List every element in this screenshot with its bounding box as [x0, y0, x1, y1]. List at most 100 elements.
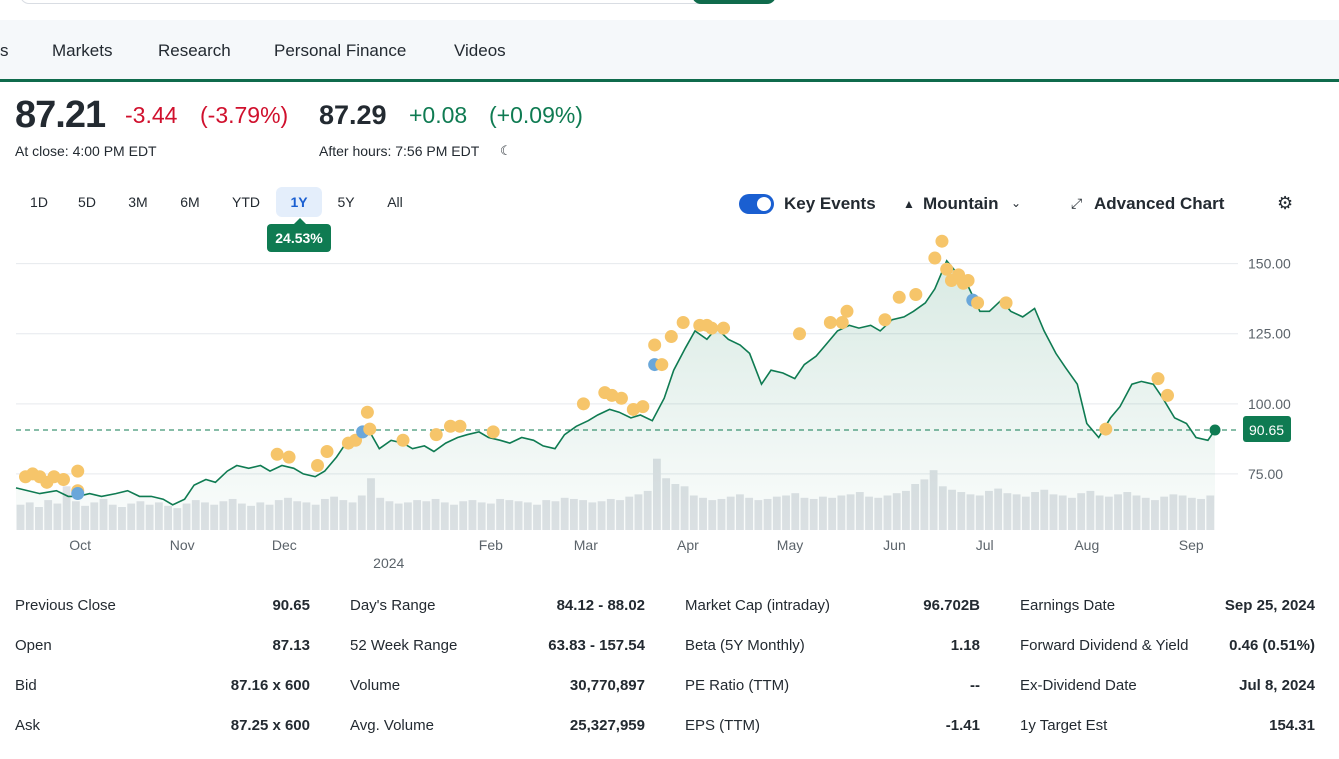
chart-type-dropdown[interactable]: Mountain — [923, 194, 999, 213]
stat-value: 87.16 x 600 — [230, 677, 310, 694]
stat-label: Day's Range — [350, 597, 436, 614]
earnings-event-marker[interactable] — [396, 433, 410, 447]
earnings-event-marker[interactable] — [360, 405, 374, 419]
top-strip — [0, 0, 1339, 20]
stat-value: 90.65 — [272, 597, 310, 614]
range-1y[interactable]: 1Y — [276, 187, 322, 217]
stat-pe-ratio: PE Ratio (TTM) -- — [685, 672, 980, 700]
earnings-event-marker[interactable] — [443, 419, 457, 433]
x-tick-label: Dec — [272, 537, 297, 553]
stat-label: Forward Dividend & Yield — [1020, 637, 1189, 654]
stat-value: Jul 8, 2024 — [1239, 677, 1315, 694]
earnings-event-marker[interactable] — [311, 459, 325, 473]
search-input[interactable] — [20, 0, 710, 4]
stat-days-range: Day's Range 84.12 - 88.02 — [350, 592, 645, 620]
after-hours-time-label: After hours: 7:56 PM EDT — [319, 143, 480, 159]
stat-52-week-range: 52 Week Range 63.83 - 157.54 — [350, 632, 645, 660]
range-6m[interactable]: 6M — [180, 194, 200, 210]
dividend-event-marker[interactable] — [71, 487, 85, 501]
earnings-event-marker[interactable] — [940, 262, 954, 276]
earnings-event-marker[interactable] — [56, 473, 70, 487]
range-all[interactable]: All — [387, 194, 403, 210]
earnings-event-marker[interactable] — [971, 296, 985, 310]
stat-ask: Ask 87.25 x 600 — [15, 712, 310, 740]
key-events[interactable] — [18, 234, 1175, 501]
nav-item-videos[interactable]: Videos — [454, 41, 506, 60]
price-chart[interactable]: 150.00 125.00 100.00 75.00 90.65 Oct Nov Dec F… — [0, 230, 1339, 580]
earnings-event-marker[interactable] — [1151, 372, 1165, 386]
badge-pointer — [294, 218, 306, 224]
earnings-event-marker[interactable] — [655, 358, 669, 372]
earnings-event-marker[interactable] — [928, 251, 942, 265]
earnings-event-marker[interactable] — [282, 450, 296, 464]
y-tick-label: 75.00 — [1248, 466, 1283, 482]
earnings-event-marker[interactable] — [840, 304, 854, 318]
x-tick-label: Feb — [479, 537, 503, 553]
stat-market-cap: Market Cap (intraday) 96.702B — [685, 592, 980, 620]
price-change-percent: (-3.79%) — [200, 102, 289, 128]
earnings-event-marker[interactable] — [1161, 388, 1175, 402]
range-1d[interactable]: 1D — [30, 194, 48, 210]
earnings-event-marker[interactable] — [878, 313, 892, 327]
stat-value: 87.13 — [272, 637, 310, 654]
earnings-event-marker[interactable] — [961, 273, 975, 287]
price-area — [16, 260, 1215, 530]
earnings-event-marker[interactable] — [909, 287, 923, 301]
nav-item-news[interactable]: s — [0, 41, 9, 60]
earnings-event-marker[interactable] — [717, 321, 731, 335]
earnings-event-marker[interactable] — [614, 391, 628, 405]
x-tick-label: Nov — [170, 537, 195, 553]
stat-label: Previous Close — [15, 597, 116, 614]
earnings-event-marker[interactable] — [71, 464, 85, 478]
x-tick-label: May — [777, 537, 803, 553]
earnings-event-marker[interactable] — [363, 422, 377, 436]
earnings-event-marker[interactable] — [823, 316, 837, 330]
search-button[interactable] — [692, 0, 776, 4]
earnings-event-marker[interactable] — [270, 447, 284, 461]
stat-label: Earnings Date — [1020, 597, 1116, 614]
earnings-event-marker[interactable] — [705, 321, 719, 335]
earnings-event-marker[interactable] — [486, 425, 500, 439]
stat-ex-dividend-date: Ex-Dividend Date Jul 8, 2024 — [1020, 672, 1315, 700]
earnings-event-marker[interactable] — [793, 327, 807, 341]
chevron-down-icon[interactable]: ⌄ — [1011, 196, 1022, 210]
nav-item-markets[interactable]: Markets — [52, 41, 113, 60]
earnings-event-marker[interactable] — [636, 400, 650, 414]
x-axis: Oct Nov Dec Feb Mar Apr May Jun Jul Aug Sep 2024 — [69, 537, 1204, 571]
gear-icon[interactable]: ⚙ — [1277, 193, 1294, 213]
earnings-event-marker[interactable] — [320, 444, 334, 458]
nav-item-personal-finance[interactable]: Personal Finance — [274, 41, 407, 60]
nav-item-research[interactable]: Research — [158, 41, 231, 60]
earnings-event-marker[interactable] — [835, 316, 849, 330]
earnings-event-marker[interactable] — [576, 397, 590, 411]
stat-open: Open 87.13 — [15, 632, 310, 660]
current-price: 87.21 — [15, 94, 106, 136]
moon-icon: ☾ — [500, 143, 512, 158]
earnings-event-marker[interactable] — [676, 316, 690, 330]
stat-value: 25,327,959 — [569, 717, 645, 734]
earnings-event-marker[interactable] — [429, 428, 443, 442]
after-hours-price: 87.29 — [319, 100, 387, 130]
earnings-event-marker[interactable] — [999, 296, 1013, 310]
advanced-chart-button[interactable]: Advanced Chart — [1094, 194, 1225, 213]
earnings-event-marker[interactable] — [935, 234, 949, 248]
stat-value: 0.46 (0.51%) — [1229, 637, 1315, 654]
earnings-event-marker[interactable] — [1099, 422, 1113, 436]
earnings-event-marker[interactable] — [453, 419, 467, 433]
earnings-event-marker[interactable] — [648, 338, 662, 352]
range-5d[interactable]: 5D — [78, 194, 96, 210]
range-5y[interactable]: 5Y — [337, 194, 355, 210]
stat-value: -1.41 — [945, 717, 980, 734]
earnings-event-marker[interactable] — [892, 290, 906, 304]
stat-label: 1y Target Est — [1020, 717, 1108, 734]
stat-label: 52 Week Range — [350, 637, 458, 654]
stat-label: EPS (TTM) — [685, 717, 760, 734]
key-events-toggle[interactable] — [739, 194, 774, 214]
stat-label: Open — [15, 637, 52, 654]
earnings-event-marker[interactable] — [664, 330, 678, 344]
key-events-label[interactable]: Key Events — [784, 194, 876, 213]
stat-label: Ex-Dividend Date — [1020, 677, 1137, 694]
range-3m[interactable]: 3M — [128, 194, 148, 210]
stat-earnings-date: Earnings Date Sep 25, 2024 — [1020, 592, 1315, 620]
range-ytd[interactable]: YTD — [232, 194, 260, 210]
